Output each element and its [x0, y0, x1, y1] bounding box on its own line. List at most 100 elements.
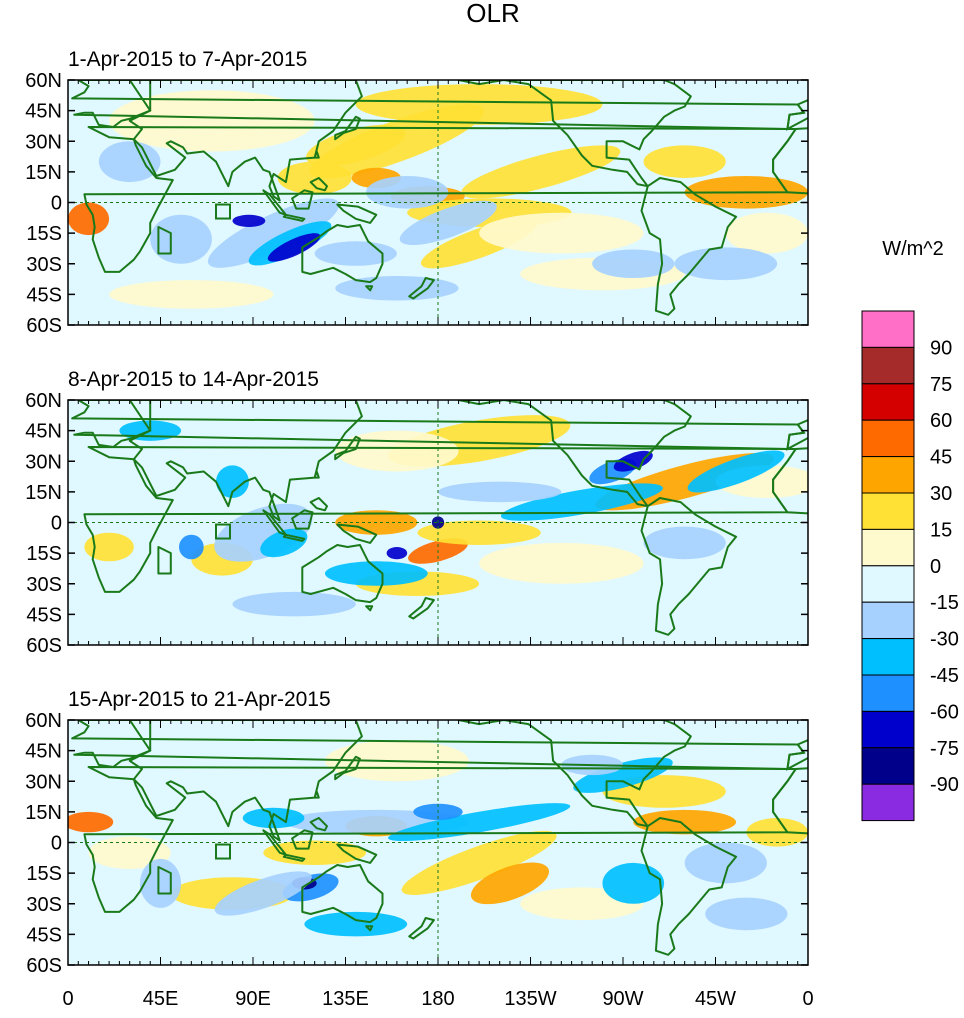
lon-tick-label: 180 — [421, 988, 454, 1010]
island-coastline — [336, 523, 378, 544]
island-coastline — [408, 597, 435, 620]
lat-tick-label: 60N — [25, 390, 62, 412]
island-coastline — [157, 866, 172, 895]
lat-tick-label: 15S — [26, 863, 62, 885]
colorbar-swatch — [861, 638, 915, 676]
island-coastline — [336, 203, 378, 224]
anomaly-contour — [139, 858, 182, 908]
lat-tick-label: 60S — [26, 955, 62, 977]
anomaly-contour — [216, 465, 249, 498]
lat-tick-label: 0 — [51, 833, 62, 855]
colorbar-label: 60 — [930, 410, 952, 432]
anomaly-contour — [687, 450, 785, 493]
africa-coastline — [83, 766, 797, 913]
colorbar-swatch — [861, 419, 915, 458]
island-coastline — [157, 546, 172, 575]
lat-tick-label: 30S — [26, 254, 62, 276]
colorbar-label: -45 — [930, 665, 959, 687]
lat-tick-label: 15N — [25, 482, 62, 504]
lon-tick-label: 45E — [143, 988, 179, 1010]
anomaly-contour — [232, 214, 266, 227]
lat-tick-label: 15N — [25, 802, 62, 824]
lat-tick-label: 0 — [51, 193, 62, 215]
anomaly-contour — [684, 842, 767, 884]
asia-coastline — [128, 80, 363, 202]
region-box-marker — [215, 843, 231, 860]
europe-coastline-wrap — [786, 739, 808, 771]
colorbar-swatch — [861, 492, 915, 530]
lon-tick-label: 0 — [802, 988, 813, 1010]
anomaly-contour — [305, 124, 406, 166]
colorbar-label: 75 — [930, 374, 952, 396]
island-coastline — [408, 277, 435, 300]
anomaly-contour — [500, 483, 663, 521]
island-coastline — [365, 925, 374, 932]
colorbar-label: 0 — [930, 556, 941, 578]
colorbar: W/m^2 90 75 60 45 30 15 0 -15 -30 -45 -60 -75 -90 — [861, 238, 959, 822]
anomaly-contour — [267, 233, 321, 262]
lon-tick-label: 0 — [62, 988, 73, 1010]
anomaly-contour — [461, 145, 621, 199]
island-coastline — [309, 817, 328, 832]
anomaly-field — [68, 80, 808, 325]
anomaly-contour — [401, 830, 557, 895]
anomaly-contour — [84, 532, 134, 562]
anomaly-field — [68, 720, 808, 965]
anomaly-contour — [98, 141, 161, 183]
samerica-coastline — [640, 497, 738, 636]
anomaly-contour — [179, 534, 204, 560]
island-coastline — [309, 177, 328, 192]
colorbar-label: 90 — [930, 337, 952, 359]
island-coastline — [313, 470, 320, 479]
europe-coastline — [71, 720, 805, 770]
island-coastline — [309, 497, 328, 512]
lat-tick-label: 45N — [25, 741, 62, 763]
lat-tick-label: 45N — [25, 101, 62, 123]
olr-map-panel-3: 15-Apr-2015 to 21-Apr-2015 60N 45N 30N 15N 0 1… — [25, 688, 809, 977]
island-coastline — [334, 755, 361, 781]
australia-coastline — [301, 224, 384, 284]
anomaly-contour — [674, 247, 778, 281]
lat-tick-label: 15S — [26, 223, 62, 245]
island-coastline — [365, 285, 374, 292]
anomaly-contour — [314, 241, 397, 266]
africa-coastline — [83, 446, 797, 593]
anomaly-contour — [277, 161, 352, 195]
lat-tick-label: 0 — [51, 513, 62, 535]
anomaly-contour — [592, 249, 675, 279]
island-coastline — [336, 843, 378, 864]
lat-tick-label: 60S — [26, 635, 62, 657]
olr-map-panel-2: 8-Apr-2015 to 14-Apr-2015 60N 45N 30N 15N 0 15… — [25, 368, 809, 657]
anomaly-contour — [335, 430, 459, 472]
australia-coastline — [301, 864, 384, 924]
olr-map-panel-1: 1-Apr-2015 to 7-Apr-2015 60N 45N 30N 15N 0 15S… — [25, 48, 809, 337]
anomaly-contour — [602, 862, 665, 904]
colorbar-swatch — [861, 747, 915, 785]
colorbar-label: 30 — [930, 483, 952, 505]
colorbar-label: -90 — [930, 774, 959, 796]
europe-coastline — [71, 400, 805, 450]
region-box-marker — [215, 203, 231, 220]
anomaly-contour — [470, 862, 549, 905]
anomaly-contour — [479, 542, 644, 584]
europe-coastline — [71, 80, 805, 130]
asia-coastline — [128, 400, 363, 522]
lon-tick-label: 135W — [504, 988, 556, 1010]
anomaly-contour — [232, 591, 356, 617]
asia-coastline — [128, 720, 363, 842]
colorbar-swatch — [861, 565, 915, 603]
panel-date-range: 8-Apr-2015 to 14-Apr-2015 — [68, 368, 319, 391]
lat-tick-label: 45N — [25, 421, 62, 443]
island-coastline — [334, 115, 361, 141]
colorbar-swatch — [861, 456, 915, 494]
anomaly-contour — [479, 212, 644, 254]
island-coastline — [313, 790, 320, 799]
island-coastline — [313, 150, 320, 159]
figure-title: OLR — [466, 0, 519, 28]
lon-tick-label: 135E — [322, 988, 369, 1010]
anomaly-contour — [109, 90, 315, 152]
lon-tick-label: 45W — [695, 988, 736, 1010]
island-coastline — [291, 189, 314, 210]
colorbar-label: -30 — [930, 629, 959, 651]
